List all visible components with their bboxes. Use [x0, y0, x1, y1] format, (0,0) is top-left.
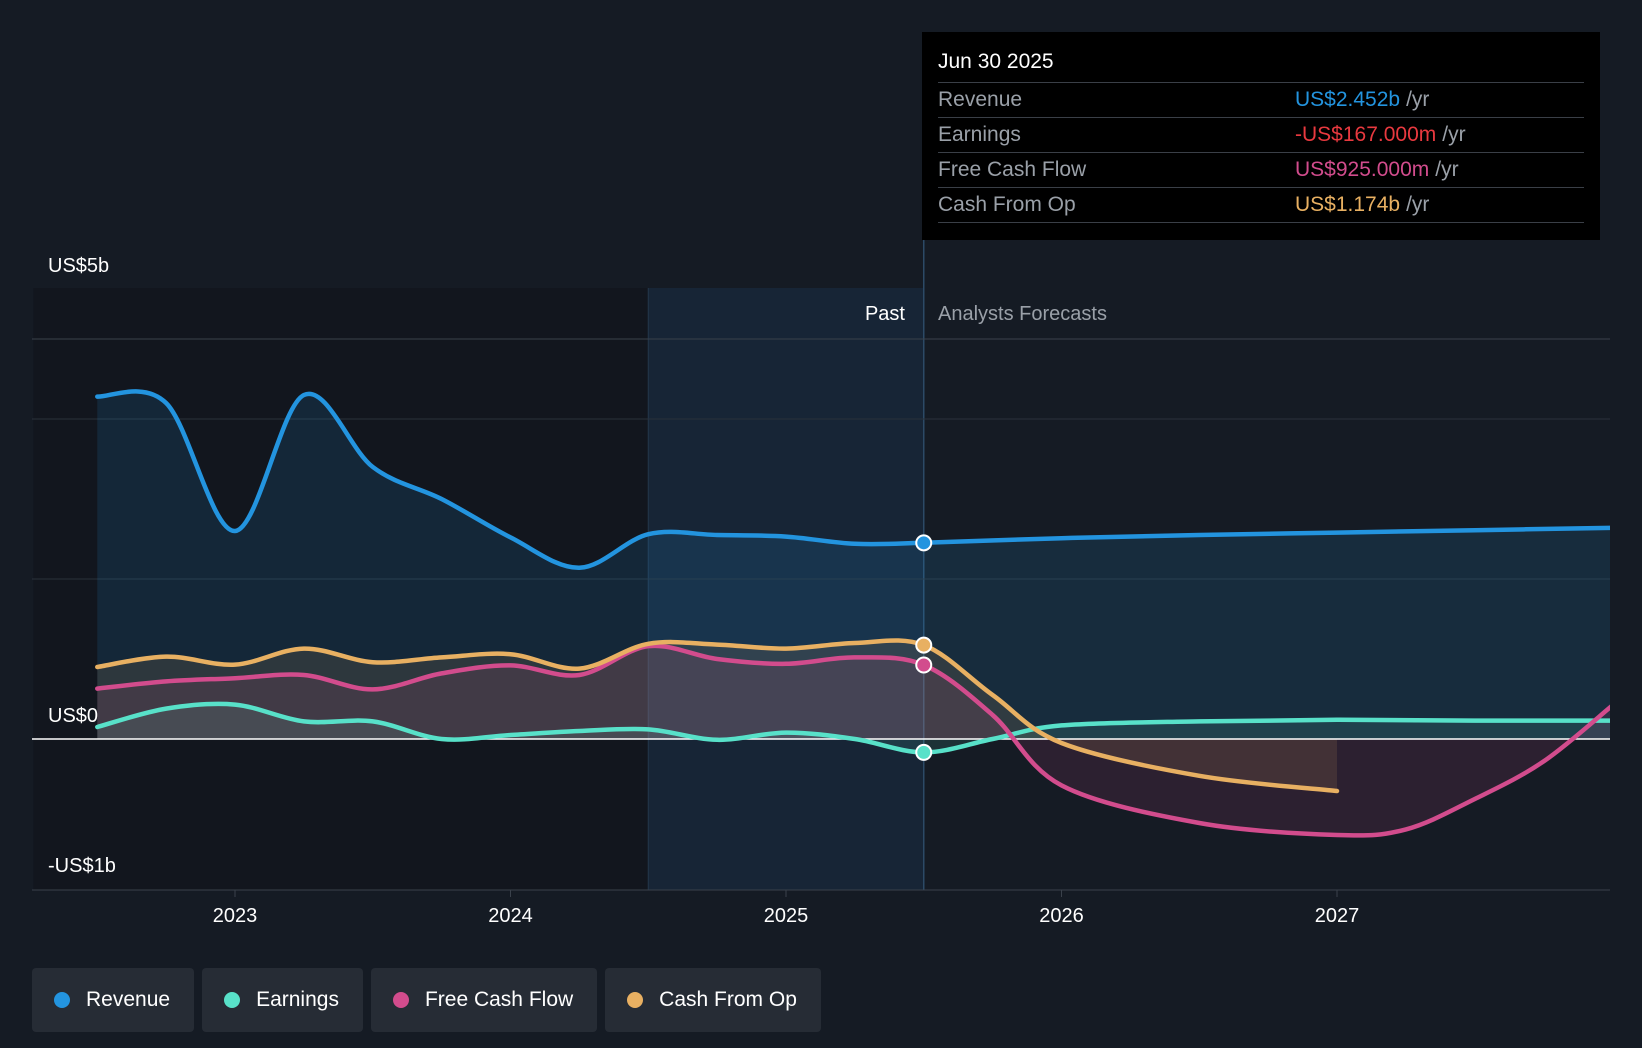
legend-dot-icon — [627, 992, 644, 1008]
legend-item-cash-from-op[interactable]: Cash From Op — [605, 968, 821, 1032]
x-axis-ticks: 2023 2024 2025 2026 2027 — [213, 890, 1360, 927]
x-tick-label: 2023 — [213, 905, 258, 927]
legend-item-revenue[interactable]: Revenue — [32, 968, 195, 1032]
tooltip-unit: /yr — [1406, 193, 1430, 216]
x-tick-label: 2025 — [764, 905, 809, 927]
legend-item-earnings[interactable]: Earnings — [202, 968, 363, 1032]
tooltip-label: Cash From Op — [938, 193, 1076, 216]
series-marker-free-cash-flow — [915, 656, 933, 674]
legend-dot-icon — [392, 992, 409, 1008]
tooltip-label: Earnings — [938, 123, 1021, 146]
tooltip-row-revenue: Revenue US$2.452b /yr — [938, 83, 1584, 118]
series-line-cash-from-op — [95, 638, 1340, 794]
legend-item-free-cash-flow[interactable]: Free Cash Flow — [370, 968, 598, 1032]
past-region-background — [33, 288, 649, 890]
series-marker-earnings — [915, 743, 933, 761]
tooltip-value: US$925.000m — [1295, 158, 1430, 181]
tooltip-row-cash-from-op: Cash From Op US$1.174b /yr — [938, 188, 1584, 223]
x-tick-label: 2024 — [488, 905, 533, 927]
series-line-earnings — [95, 701, 1610, 755]
legend-dot-icon — [54, 992, 70, 1008]
legend-label: Revenue — [86, 988, 171, 1011]
legend-label: Earnings — [256, 988, 339, 1011]
gridlines — [32, 338, 1610, 891]
tooltip-row-free-cash-flow: Free Cash Flow US$925.000m /yr — [938, 153, 1584, 188]
tooltip-value: -US$167.000m — [1295, 123, 1437, 146]
series-fill-cash-from-op — [97, 640, 1337, 791]
series-fill-revenue — [97, 391, 1610, 739]
region-label-forecast: Analysts Forecasts — [938, 303, 1107, 325]
series-marker-cash-from-op — [915, 636, 933, 654]
legend: Revenue Earnings Free Cash Flow Cash Fro… — [32, 968, 821, 1032]
legend-label: Free Cash Flow — [424, 988, 574, 1011]
tooltip-value: US$1.174b — [1295, 193, 1401, 216]
x-tick-label: 2027 — [1315, 905, 1360, 927]
axis-labels: US$5b US$0 -US$1b Past Analysts Forecast… — [48, 255, 1107, 877]
legend-dot-icon — [224, 992, 241, 1008]
y-axis-label-zero: US$0 — [48, 705, 98, 727]
chart-background — [33, 240, 925, 890]
tooltip-label: Revenue — [938, 88, 1023, 111]
legend-label: Cash From Op — [659, 988, 797, 1011]
highlight-region — [648, 288, 924, 890]
tooltip-label: Free Cash Flow — [938, 158, 1087, 181]
tooltip-unit: /yr — [1406, 88, 1430, 111]
y-axis-label-top: US$5b — [48, 255, 109, 277]
region-label-past: Past — [865, 303, 905, 325]
x-tick-label: 2026 — [1039, 905, 1084, 927]
tooltip: Jun 30 2025 Revenue US$2.452b /yr Earnin… — [922, 32, 1600, 240]
tooltip-date: Jun 30 2025 — [938, 46, 1584, 83]
series-marker-revenue — [915, 534, 933, 552]
series-fill-free-cash-flow — [97, 645, 1610, 836]
y-axis-label-bottom: -US$1b — [48, 855, 116, 877]
series-line-revenue — [95, 389, 1610, 571]
series-line-free-cash-flow — [95, 643, 1610, 838]
tooltip-value: US$2.452b — [1295, 88, 1401, 111]
series-markers — [915, 534, 933, 761]
series-lines — [95, 389, 1610, 838]
tooltip-unit: /yr — [1442, 123, 1466, 146]
tooltip-row-earnings: Earnings -US$167.000m /yr — [938, 118, 1584, 153]
tooltip-unit: /yr — [1435, 158, 1459, 181]
